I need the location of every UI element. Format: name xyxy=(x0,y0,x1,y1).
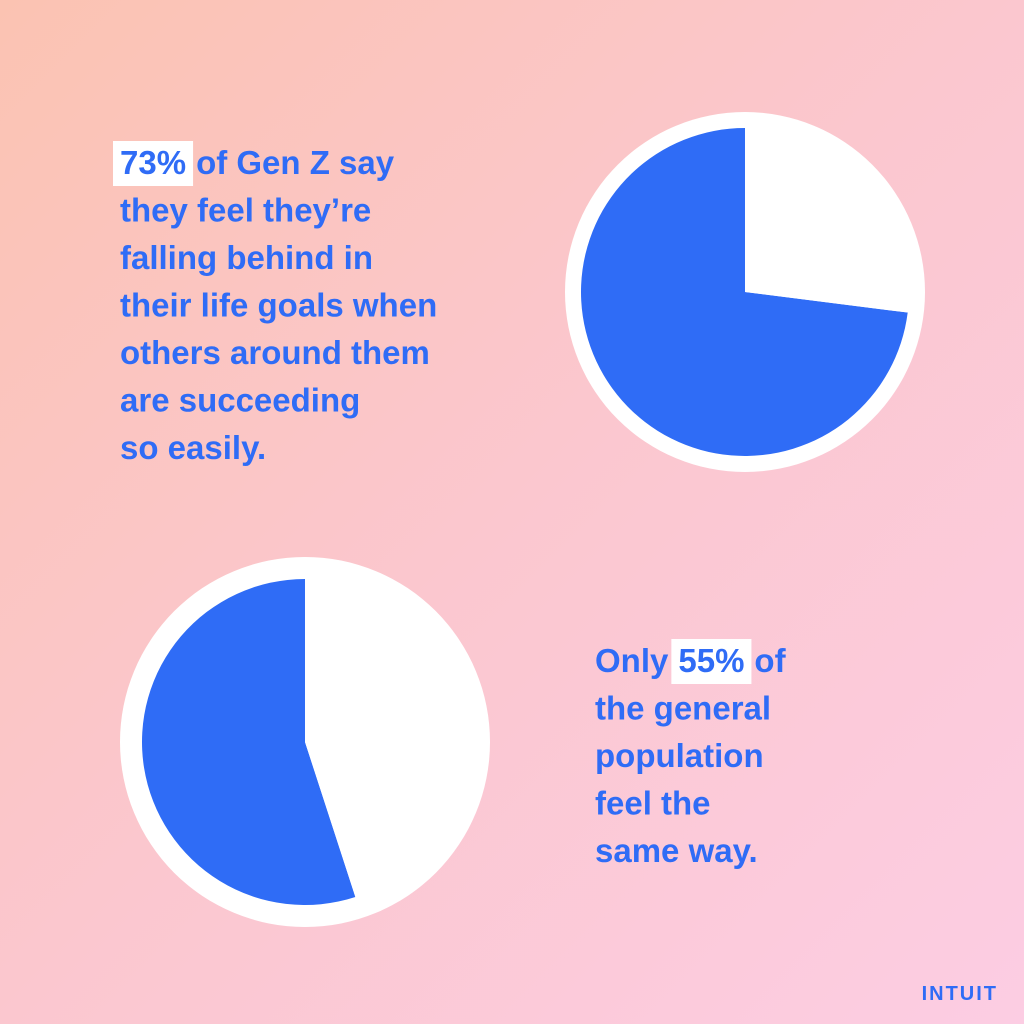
highlight-box xyxy=(113,141,194,186)
caption-text: so easily. xyxy=(120,429,266,466)
caption-text: others around them xyxy=(120,334,430,371)
caption-text: of Gen Z say xyxy=(196,144,395,181)
caption-text: falling behind in xyxy=(120,239,373,276)
caption-text: of xyxy=(754,642,786,679)
pie-slice xyxy=(745,128,909,313)
pie-slice xyxy=(305,579,469,898)
caption-text: the general xyxy=(595,690,771,727)
pie-slice xyxy=(580,128,908,457)
caption-text: Only xyxy=(595,642,669,679)
caption-text: same way. xyxy=(595,832,758,869)
highlight-label: 55% xyxy=(678,642,744,679)
caption-text: they feel they’re xyxy=(120,192,371,229)
pie-slice xyxy=(142,579,356,906)
caption-text: population xyxy=(595,737,764,774)
caption-text: are succeeding xyxy=(120,382,360,419)
caption-text: their life goals when xyxy=(120,287,437,324)
caption-text: feel the xyxy=(595,785,711,822)
highlight-label: 73% xyxy=(120,144,186,181)
highlight-box xyxy=(671,639,752,684)
brand-logo: INTUIT xyxy=(922,983,998,1005)
